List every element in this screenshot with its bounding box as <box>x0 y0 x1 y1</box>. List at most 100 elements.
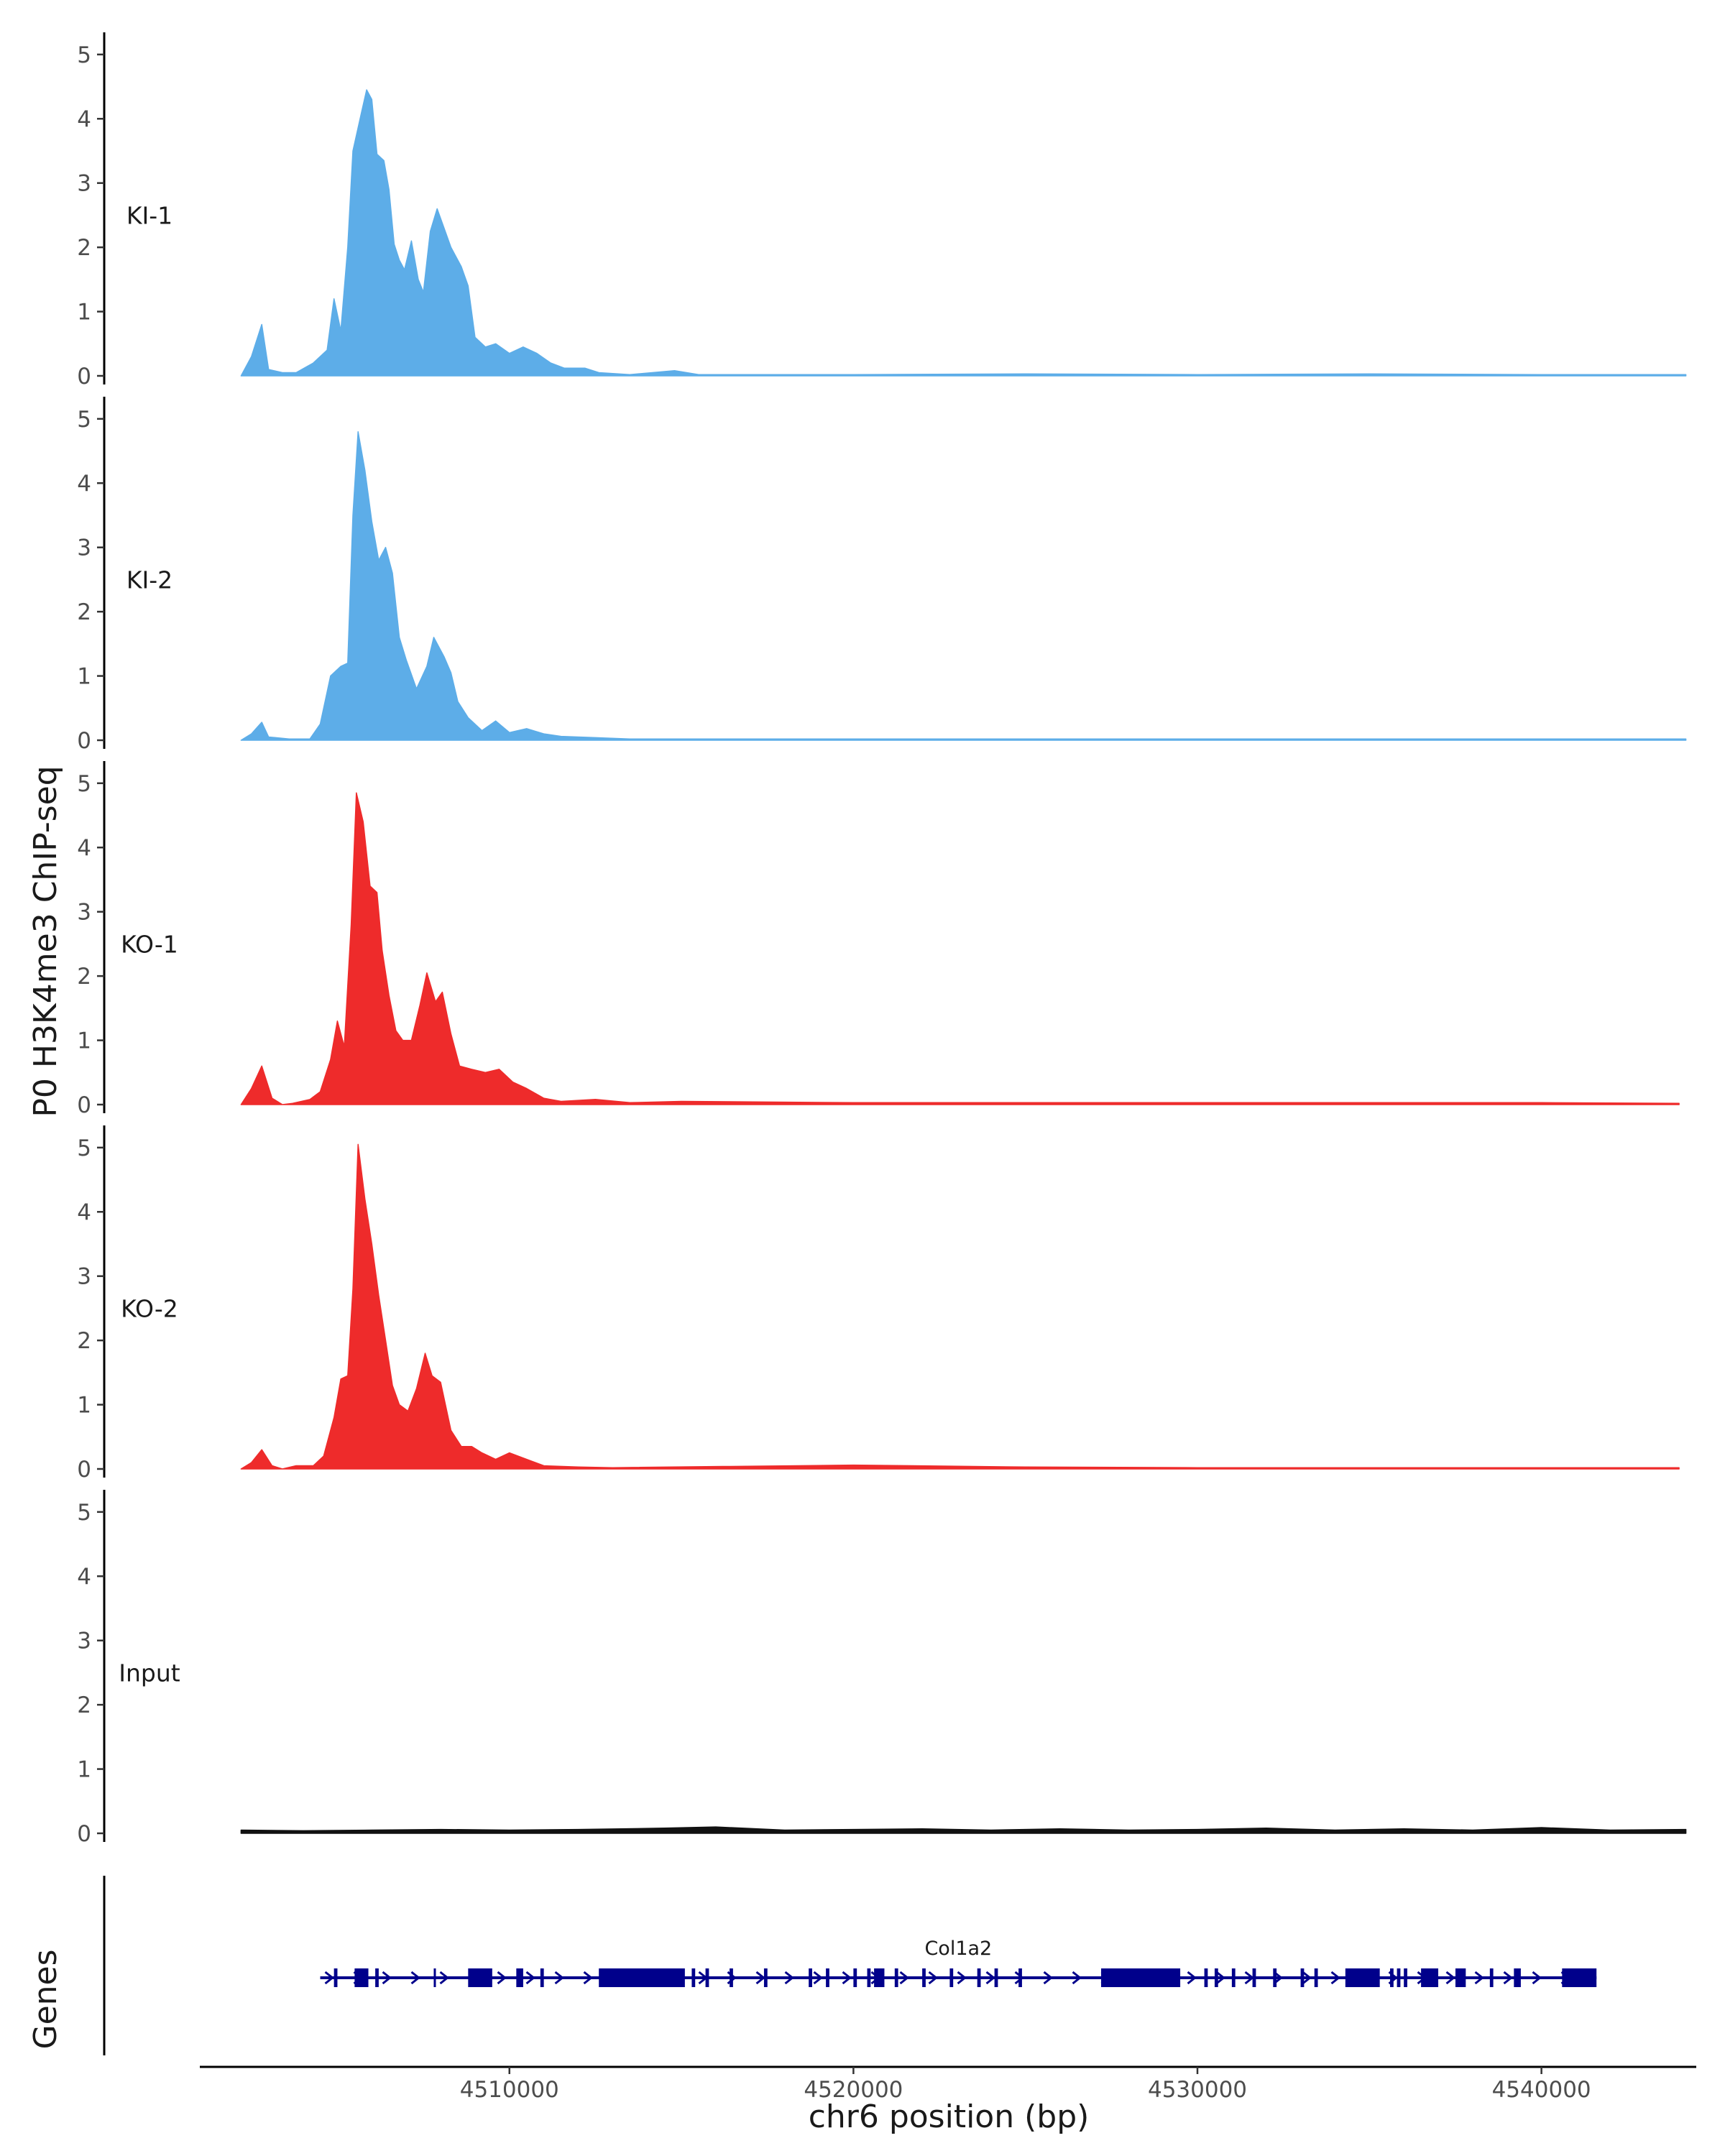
genes-axis-title: Genes <box>27 1949 64 2049</box>
exon <box>1018 1968 1022 1987</box>
y-tick-label: 2 <box>77 964 91 990</box>
y-tick-label: 1 <box>77 1028 91 1054</box>
exon <box>994 1968 998 1987</box>
signal-area <box>240 1826 1687 1834</box>
y-tick-label: 5 <box>77 771 91 797</box>
y-tick-label: 3 <box>77 900 91 926</box>
x-axis: 4510000 4520000 4530000 4540000 <box>200 2065 1696 2103</box>
strand-arrow <box>1244 1971 1254 1985</box>
y-tick-label: 3 <box>77 535 91 561</box>
y-tick-label: 1 <box>77 664 91 690</box>
strand-arrow <box>1043 1971 1053 1985</box>
exon <box>1204 1968 1208 1987</box>
gene-track: Col1a2 <box>103 1876 1597 2055</box>
exon <box>375 1968 379 1987</box>
exon <box>1345 1968 1380 1987</box>
y-tick-label: 0 <box>77 1092 91 1118</box>
strand-arrow <box>1532 1971 1542 1985</box>
y-tick-label: 3 <box>77 171 91 197</box>
strand-arrow <box>497 1971 507 1985</box>
exon <box>354 1968 369 1987</box>
strand-arrow <box>1215 1971 1225 1985</box>
exon <box>691 1968 696 1987</box>
y-axis-title-text: P0 H3K4me3 ChIP-seq <box>27 765 64 1117</box>
exon <box>1421 1968 1439 1987</box>
exon <box>853 1968 857 1987</box>
strand-arrow <box>755 1971 765 1985</box>
track-panel: 0 1 2 3 4 5 Input <box>77 1490 1687 1847</box>
exon <box>874 1968 885 1987</box>
strand-arrow <box>1072 1971 1082 1985</box>
x-axis-title: chr6 position (bp) <box>809 2099 1090 2135</box>
x-tick-label: 4520000 <box>804 2077 903 2103</box>
strand-arrow <box>1474 1971 1484 1985</box>
y-tick-label: 1 <box>77 300 91 326</box>
track-label: KO-1 <box>121 930 178 958</box>
y-tick-label: 5 <box>77 407 91 433</box>
exon <box>1514 1968 1521 1987</box>
exon <box>1489 1968 1494 1987</box>
track-label: KO-2 <box>121 1294 178 1322</box>
exon <box>1455 1968 1466 1987</box>
y-tick-label: 2 <box>77 1328 91 1354</box>
signal-area <box>240 1143 1680 1470</box>
x-tick-label: 4530000 <box>1148 2077 1247 2103</box>
exon <box>894 1968 898 1987</box>
exon <box>433 1968 436 1987</box>
strand-arrow <box>382 1971 392 1985</box>
exon <box>705 1968 709 1987</box>
y-tick-label: 2 <box>77 1692 91 1718</box>
exon <box>1300 1968 1305 1987</box>
exon <box>1214 1968 1218 1987</box>
track-panel: 0 1 2 3 4 5 KI-1 <box>77 32 1687 390</box>
strand-arrow <box>928 1971 938 1985</box>
y-tick-label: 0 <box>77 364 91 390</box>
strand-arrow <box>324 1971 334 1985</box>
strand-arrow <box>1503 1971 1513 1985</box>
exon <box>599 1968 685 1987</box>
strand-arrow <box>1330 1971 1340 1985</box>
strand-arrow <box>957 1971 967 1985</box>
track-label: KI-2 <box>126 566 172 594</box>
strand-arrow <box>525 1971 535 1985</box>
x-tick-label: 4540000 <box>1492 2077 1591 2103</box>
exon <box>334 1968 338 1987</box>
signal-area <box>240 89 1687 377</box>
exon <box>826 1968 829 1987</box>
exon <box>1252 1968 1256 1987</box>
exon <box>1390 1968 1394 1987</box>
strand-arrow <box>899 1971 909 1985</box>
strand-arrow <box>554 1971 564 1985</box>
y-tick-label: 4 <box>77 1199 91 1225</box>
track-panel: 0 1 2 3 4 5 KO-1 <box>77 761 1680 1118</box>
y-axis-title: P0 H3K4me3 ChIP-seq <box>27 765 64 1117</box>
gene-name-label: Col1a2 <box>924 1938 992 1960</box>
strand-arrow <box>1187 1971 1197 1985</box>
exon <box>763 1968 768 1987</box>
exon <box>1273 1968 1277 1987</box>
exon <box>867 1968 871 1987</box>
y-tick-label: 3 <box>77 1628 91 1654</box>
y-tick-label: 5 <box>77 1500 91 1526</box>
exon <box>468 1968 492 1987</box>
exon <box>1231 1968 1236 1987</box>
y-tick-label: 0 <box>77 728 91 754</box>
strand-arrow <box>985 1971 995 1985</box>
track-label: Input <box>119 1659 180 1687</box>
track-label: KI-1 <box>126 201 172 229</box>
exon <box>809 1968 812 1987</box>
strand-arrow <box>583 1971 593 1985</box>
exon <box>730 1968 733 1987</box>
y-tick-label: 1 <box>77 1393 91 1419</box>
exon <box>949 1968 954 1987</box>
strand-arrow <box>1445 1971 1455 1985</box>
strand-arrow <box>439 1971 449 1985</box>
exon <box>1562 1968 1597 1987</box>
exon <box>1100 1968 1181 1987</box>
y-tick-label: 1 <box>77 1757 91 1783</box>
y-tick-label: 2 <box>77 599 91 625</box>
exon <box>1314 1968 1318 1987</box>
y-tick-label: 4 <box>77 106 91 132</box>
y-tick-label: 4 <box>77 471 91 497</box>
